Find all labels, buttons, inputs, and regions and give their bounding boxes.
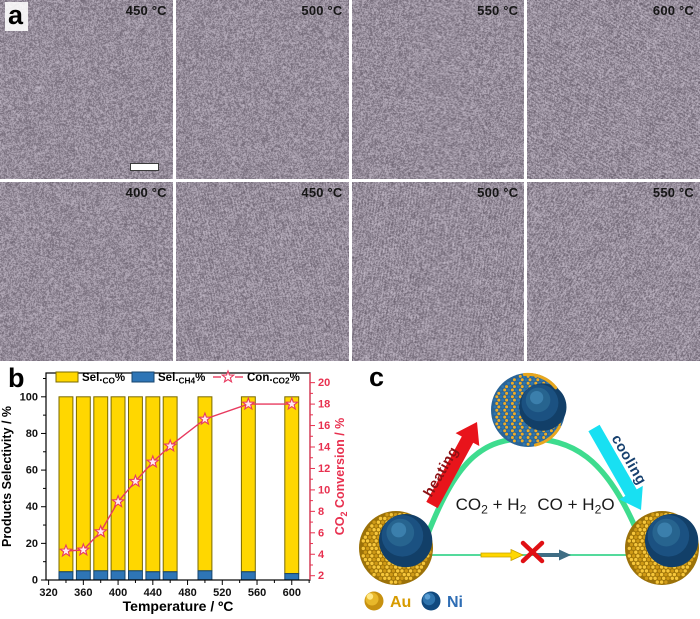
tem-tile-400b: 400 °C: [0, 182, 173, 361]
scale-bar: [130, 163, 159, 171]
alloy-nanoparticle-top: [491, 373, 566, 447]
bar-sel-ch4: [163, 572, 177, 580]
au-legend-label: Au: [390, 594, 411, 611]
right-tick-label: 14: [318, 442, 331, 454]
scheme-legend: Au Ni: [365, 592, 464, 612]
tem-panel: 450 °C 500 °C 550 °C 600 °C 400 °C 450 °…: [0, 0, 700, 361]
bar-sel-co: [285, 397, 299, 574]
bar-sel-co: [111, 397, 125, 571]
reaction-scheme-diagram: heating coolingCO2 + H2 CO + H2OAu Ni: [355, 362, 700, 619]
x-tick-label: 320: [39, 587, 57, 599]
temperature-label: 600 °C: [653, 3, 694, 18]
bar-sel-ch4: [146, 572, 160, 580]
blocked-cross-icon: [523, 543, 542, 561]
tem-image: [352, 182, 525, 361]
left-axis-title: Products Selectivity / %: [0, 406, 14, 547]
product-formula: CO + H2O: [537, 495, 614, 517]
legend-label-co: Sel.CO%: [82, 372, 125, 386]
right-tick-label: 8: [318, 506, 324, 518]
temperature-label: 450 °C: [126, 3, 167, 18]
panel-label-a: a: [5, 2, 28, 31]
reactant-formula: CO2 + H2: [456, 495, 527, 517]
legend-label-ch4: Sel.CH4%: [158, 372, 205, 386]
ni-legend-label: Ni: [447, 594, 463, 611]
bar-sel-ch4: [94, 571, 108, 580]
segregated-nanoparticle-right: [625, 511, 699, 585]
x-tick-label: 360: [74, 587, 92, 599]
temperature-label: 400 °C: [126, 185, 167, 200]
right-ticks: [310, 383, 315, 576]
bar-sel-co: [163, 397, 177, 572]
temperature-label: 550 °C: [653, 185, 694, 200]
bar-sel-ch4: [111, 571, 125, 580]
legend-swatch-co: [56, 372, 78, 382]
yellow-arrow: [481, 550, 523, 561]
bar-sel-ch4: [76, 571, 90, 580]
tem-tile-600: 600 °C: [527, 0, 700, 179]
tem-image: [527, 182, 700, 361]
right-tick-label: 20: [318, 377, 330, 389]
temperature-label: 450 °C: [301, 185, 342, 200]
x-axis-title: Temperature / ºC: [123, 598, 234, 614]
tem-image: [527, 0, 700, 179]
left-tick-label: 80: [26, 428, 38, 440]
segregated-nanoparticle-left: [359, 511, 433, 585]
panel-label-b: b: [8, 365, 25, 392]
right-tick-label: 2: [318, 570, 324, 582]
legend-label-con: Con.CO2%: [247, 372, 300, 386]
bar-sel-co: [94, 397, 108, 571]
figure-page: 450 °C 500 °C 550 °C 600 °C 400 °C 450 °…: [0, 0, 700, 619]
bar-sel-ch4: [285, 574, 299, 580]
right-axis-title: CO2 Conversion / %: [333, 418, 349, 536]
tem-tile-500b: 500 °C: [352, 182, 525, 361]
right-tick-label: 4: [318, 549, 325, 561]
chart-legend: Sel.CO% Sel.CH4% Con.CO2%: [56, 371, 300, 386]
right-tick-label: 12: [318, 463, 330, 475]
bars-group: [59, 397, 299, 580]
bar-sel-co: [146, 397, 160, 572]
tem-image: [0, 182, 173, 361]
tem-image: [352, 0, 525, 179]
bar-sel-ch4: [59, 572, 73, 580]
left-tick-label: 100: [20, 391, 38, 403]
right-tick-label: 10: [318, 484, 330, 496]
right-tick-label: 18: [318, 399, 330, 411]
temperature-label: 550 °C: [477, 3, 518, 18]
selectivity-conversion-chart: 320 360 400 440 480 520 560 600 0 20 40 60 80 100 2 4 6 8…: [0, 362, 355, 619]
temperature-label: 500 °C: [477, 185, 518, 200]
bar-sel-ch4: [241, 572, 255, 580]
legend-swatch-ch4: [132, 372, 154, 382]
tem-tile-450b: 450 °C: [176, 182, 349, 361]
temperature-label: 500 °C: [301, 3, 342, 18]
x-tick-label: 600: [283, 587, 301, 599]
panel-label-c: c: [369, 364, 384, 391]
tem-image: [176, 182, 349, 361]
bar-sel-co: [241, 397, 255, 572]
left-tick-label: 20: [26, 538, 38, 550]
tem-tile-500: 500 °C: [176, 0, 349, 179]
bar-sel-ch4: [129, 571, 143, 580]
tem-tile-550: 550 °C: [352, 0, 525, 179]
right-tick-label: 16: [318, 420, 330, 432]
left-tick-label: 40: [26, 501, 38, 513]
left-tick-label: 0: [32, 575, 38, 587]
left-tick-label: 60: [26, 465, 38, 477]
tem-image: [176, 0, 349, 179]
bar-sel-ch4: [198, 571, 212, 580]
tem-tile-550b: 550 °C: [527, 182, 700, 361]
right-tick-label: 6: [318, 527, 324, 539]
x-tick-label: 560: [248, 587, 266, 599]
